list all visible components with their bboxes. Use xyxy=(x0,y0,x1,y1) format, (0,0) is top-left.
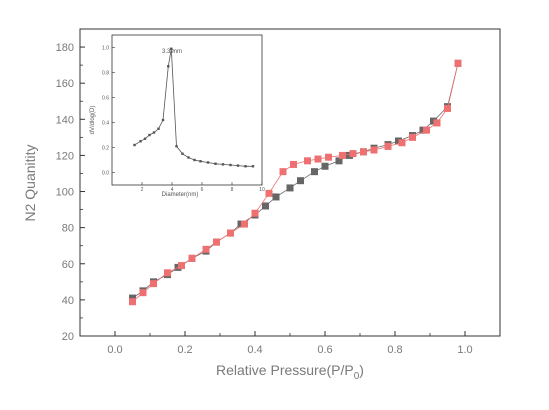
desorption-point xyxy=(398,139,406,147)
adsorption-point xyxy=(321,162,329,170)
inset-x-axis-title: Diameter(nm) xyxy=(162,192,199,198)
adsorption-point xyxy=(262,202,269,210)
pore-size-point xyxy=(152,131,156,134)
desorption-point xyxy=(370,146,378,154)
pore-size-point xyxy=(229,163,232,167)
pore-size-point xyxy=(181,152,184,155)
inset-x-tick-label: 10 xyxy=(259,187,265,193)
desorption-point xyxy=(241,220,248,228)
desorption-point xyxy=(188,254,196,262)
desorption-point xyxy=(314,155,322,163)
y-tick-label: 120 xyxy=(56,150,74,162)
inset-series-group xyxy=(133,47,255,168)
desorption-point xyxy=(279,168,287,176)
adsorption-point xyxy=(297,177,304,185)
adsorption-point xyxy=(286,184,294,192)
pore-size-point xyxy=(236,164,240,167)
desorption-point xyxy=(325,153,332,161)
pore-size-point xyxy=(167,65,170,68)
adsorption-point xyxy=(311,168,318,176)
pore-size-point xyxy=(187,156,190,159)
desorption-point xyxy=(139,289,147,297)
inset-y-tick-label: 1.0 xyxy=(102,46,109,52)
inset-x-tick-label: 4 xyxy=(171,187,174,193)
desorption-point xyxy=(178,262,185,270)
pore-size-point xyxy=(221,163,225,166)
pore-size-point xyxy=(170,47,173,50)
x-axis-title: Relative Pressure(P/P0) xyxy=(216,362,364,382)
pore-size-point xyxy=(157,127,160,130)
desorption-point xyxy=(227,229,234,237)
y-tick-label: 180 xyxy=(56,42,74,54)
desorption-point xyxy=(202,245,210,253)
y-tick-label: 80 xyxy=(62,223,74,235)
y-tick-label: 40 xyxy=(62,295,74,307)
inset-peak-annotation: 3.39nm xyxy=(162,49,182,55)
adsorption-point xyxy=(335,157,343,165)
y-tick-label: 140 xyxy=(56,114,74,126)
inset-x-tick-label: 2 xyxy=(141,187,144,193)
x-tick-label: 0.6 xyxy=(317,344,332,356)
desorption-point xyxy=(251,209,259,217)
x-tick-label: 0.0 xyxy=(107,344,122,356)
pore-size-point xyxy=(206,161,210,164)
pore-size-point xyxy=(161,118,165,122)
inset-y-tick-label: 0.6 xyxy=(102,96,109,102)
y-axis-title: N2 Quanitity xyxy=(22,144,38,221)
x-tick-label: 0.8 xyxy=(387,344,402,356)
desorption-point xyxy=(360,148,367,156)
desorption-point xyxy=(290,160,297,168)
pore-size-point xyxy=(193,158,196,162)
desorption-point xyxy=(164,269,171,277)
desorption-point xyxy=(349,150,357,158)
x-tick-label: 0.2 xyxy=(177,344,192,356)
pore-size-point xyxy=(251,165,255,168)
pore-size-point xyxy=(199,160,202,163)
desorption-point xyxy=(129,298,136,306)
y-tick-label: 20 xyxy=(62,331,74,343)
pore-size-point xyxy=(133,143,136,147)
desorption-point xyxy=(444,104,451,112)
desorption-point xyxy=(433,119,441,127)
desorption-point xyxy=(304,157,311,165)
x-tick-label: 1.0 xyxy=(457,344,472,356)
main-series-group xyxy=(129,59,462,306)
inset-y-tick-label: 0.2 xyxy=(102,146,109,152)
inset-y-tick-label: 0.4 xyxy=(102,121,109,127)
y-tick-label: 60 xyxy=(62,259,74,271)
desorption-point xyxy=(454,59,462,67)
inset-plot-frame xyxy=(111,34,263,186)
pore-size-point xyxy=(148,133,151,137)
pore-size-point xyxy=(175,145,178,148)
pore-size-point xyxy=(214,162,217,165)
x-tick-label: 0.4 xyxy=(247,344,262,356)
inset-axes-ticks: 2 4 6 8 10 0.0 0.2 0.4 0.6 0.8 1.0 xyxy=(102,46,265,194)
desorption-point xyxy=(409,133,416,141)
inset-y-axis-title: dV/dlog(D) xyxy=(90,106,96,135)
y-tick-label: 160 xyxy=(56,78,74,90)
main-axes-ticks: 0.0 0.2 0.4 0.6 0.8 1.0 20 40 60 80 100 120 140 160 18… xyxy=(56,28,501,356)
desorption-point xyxy=(384,142,392,150)
inset-y-tick-label: 0.0 xyxy=(102,171,109,177)
desorption-point xyxy=(339,151,346,159)
inset-x-tick-label: 8 xyxy=(231,187,234,193)
pore-size-point xyxy=(143,137,147,140)
adsorption-point xyxy=(129,294,136,302)
desorption-point xyxy=(423,126,430,134)
desorption-point xyxy=(150,280,157,288)
desorption-point xyxy=(213,238,220,246)
adsorption-point xyxy=(272,193,280,201)
pore-size-point xyxy=(139,140,142,143)
inset-y-tick-label: 0.8 xyxy=(102,71,109,77)
pore-size-point xyxy=(244,165,247,168)
inset-x-tick-label: 6 xyxy=(201,187,204,193)
desorption-point xyxy=(265,189,273,197)
y-tick-label: 100 xyxy=(56,187,74,199)
desorption-line xyxy=(132,63,459,303)
